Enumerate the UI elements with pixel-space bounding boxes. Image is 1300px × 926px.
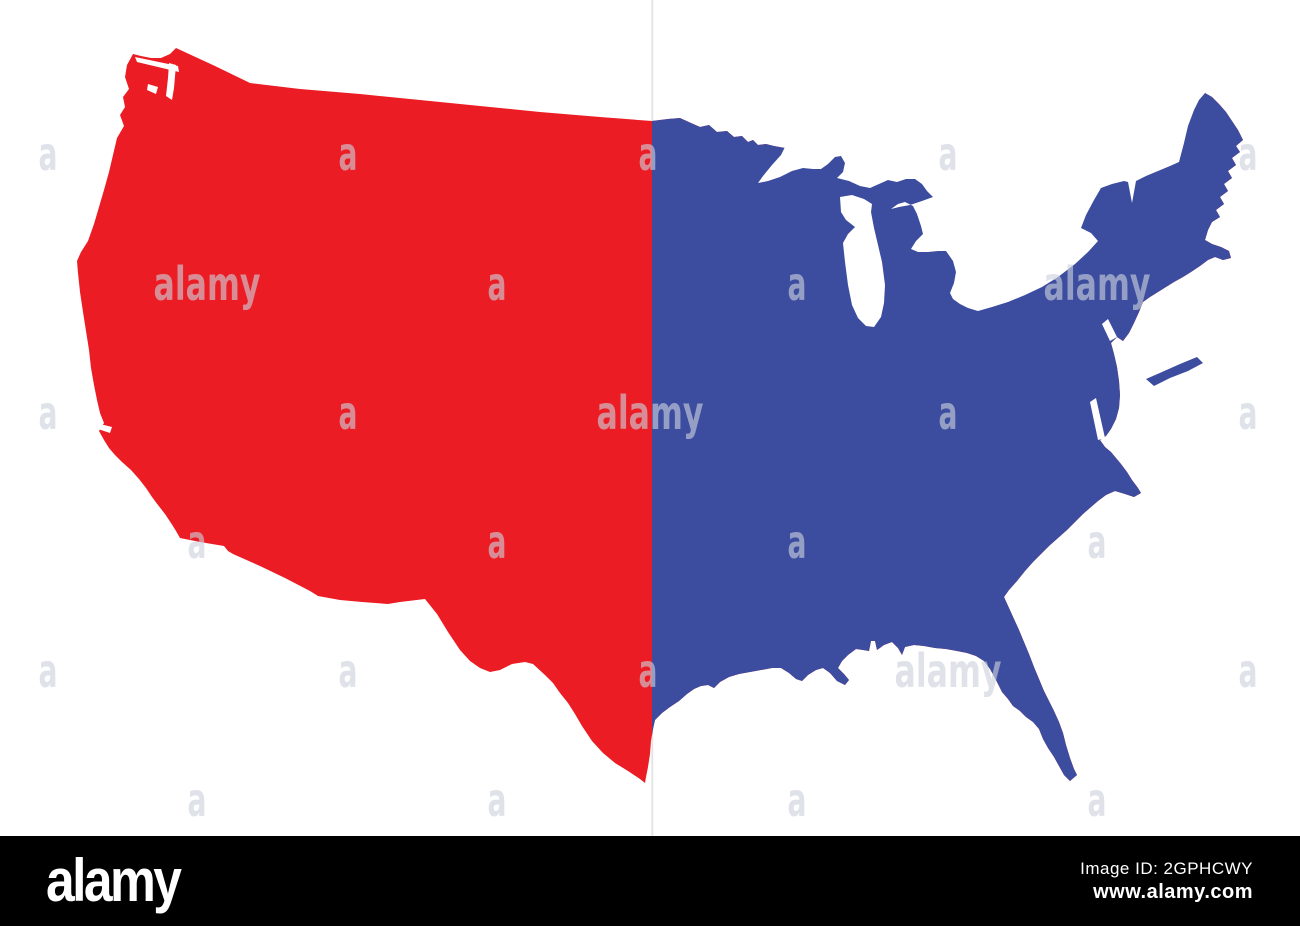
watermark-letter: a bbox=[339, 386, 358, 440]
watermark-letter: a bbox=[1088, 773, 1107, 827]
alamy-logo: alamy bbox=[46, 847, 182, 914]
image-id-text: Image ID: 2GPHCWY bbox=[1080, 859, 1253, 878]
watermark-word: alamy bbox=[597, 386, 704, 440]
watermark-letter: a bbox=[788, 773, 807, 827]
watermark-letter: a bbox=[639, 644, 658, 698]
watermark-letter: a bbox=[1088, 515, 1107, 569]
watermark-letter: a bbox=[339, 644, 358, 698]
watermark-letter: a bbox=[1239, 644, 1258, 698]
watermark-letter: a bbox=[1239, 127, 1258, 181]
watermark-letter: a bbox=[39, 386, 58, 440]
watermark-letter: a bbox=[488, 515, 507, 569]
watermark-letter: a bbox=[39, 127, 58, 181]
chesapeake-bay-cutout bbox=[1090, 398, 1105, 440]
watermark-word: alamy bbox=[1044, 257, 1151, 311]
watermark-letter: a bbox=[188, 515, 207, 569]
watermark-word: alamy bbox=[895, 644, 1002, 698]
watermark-letter: a bbox=[939, 386, 958, 440]
alamy-watermark-layer: a a a a a a a alamy alamy a a a a alamy a a a a a a a a alamy a… bbox=[39, 127, 1258, 827]
watermark-letter: a bbox=[939, 127, 958, 181]
alamy-url-text: www.alamy.com bbox=[1093, 881, 1253, 903]
watermark-letter: a bbox=[788, 515, 807, 569]
watermark-letter: a bbox=[488, 257, 507, 311]
map-canvas: a a a a a a a alamy alamy a a a a alamy a a a a a a a a alamy a… bbox=[39, 0, 1258, 836]
puget-island-cutout bbox=[147, 84, 158, 94]
lake-michigan-cutout bbox=[840, 195, 885, 327]
watermark-letter: a bbox=[188, 773, 207, 827]
watermark-letter: a bbox=[39, 644, 58, 698]
usa-map: a a a a a a a alamy alamy a a a a alamy a a a a a a a a alamy a… bbox=[39, 0, 1258, 836]
puget-sound-strait-cutout bbox=[135, 57, 179, 72]
watermark-word: alamy bbox=[154, 257, 261, 311]
alamy-footer-bar: alamy Image ID: 2GPHCWY www.alamy.com bbox=[0, 836, 1300, 926]
watermark-letter: a bbox=[488, 773, 507, 827]
puget-sound-cutout bbox=[166, 63, 176, 100]
watermark-letter: a bbox=[788, 257, 807, 311]
watermark-letter: a bbox=[639, 127, 658, 181]
long-island-region bbox=[1146, 357, 1203, 386]
footer-credit-block: Image ID: 2GPHCWY www.alamy.com bbox=[1080, 858, 1253, 904]
great-lakes-cutout bbox=[758, 20, 1205, 311]
san-francisco-bay-cutout bbox=[95, 423, 112, 433]
watermark-letter: a bbox=[339, 127, 358, 181]
delaware-bay-cutout bbox=[1102, 319, 1117, 341]
watermark-letter: a bbox=[1239, 386, 1258, 440]
